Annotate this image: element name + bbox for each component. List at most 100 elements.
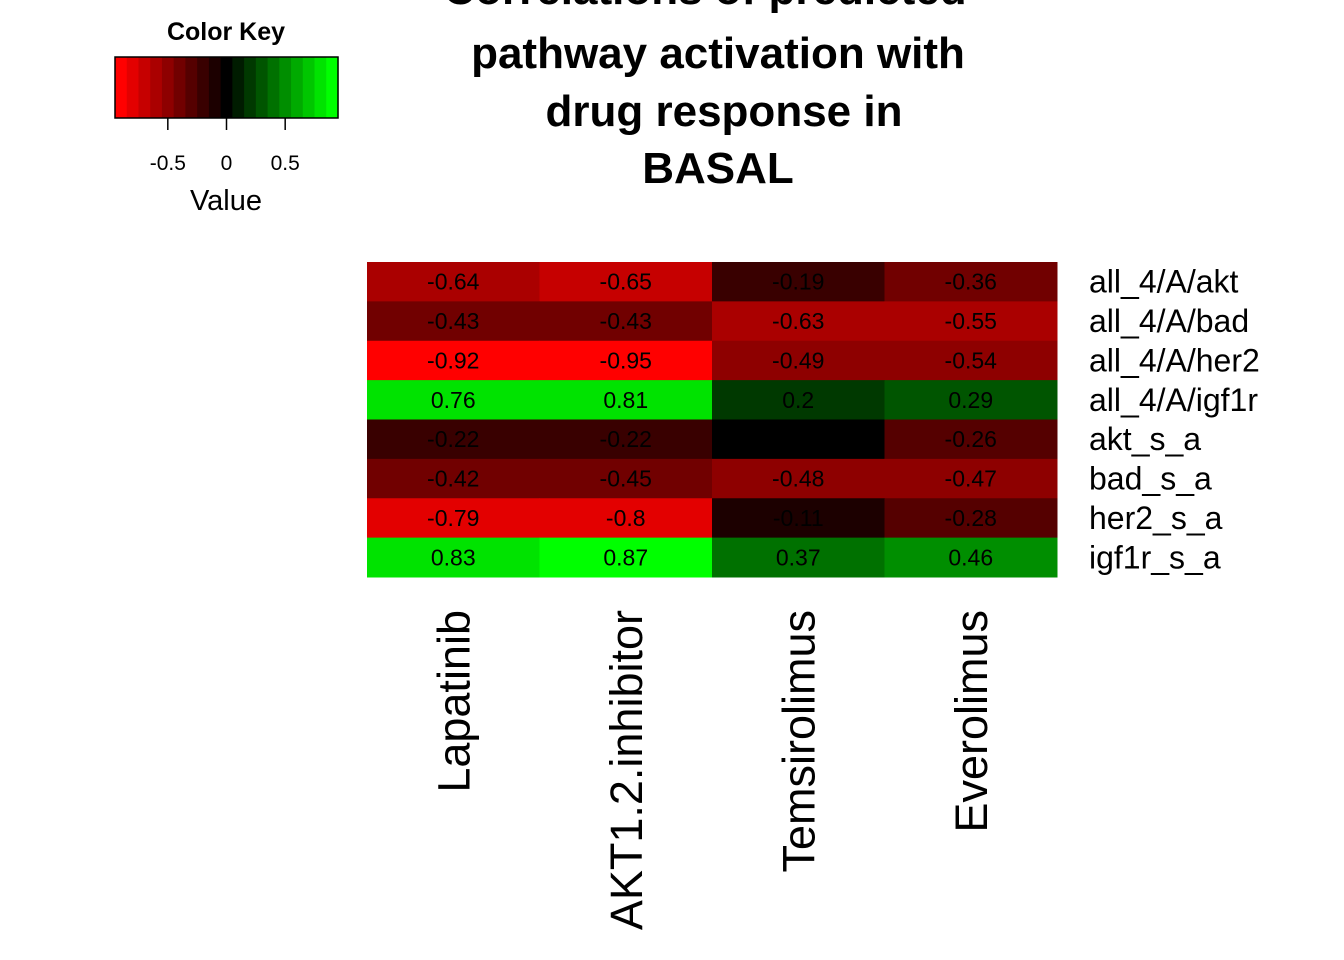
cell-value-label: 0.83 <box>431 544 476 570</box>
heatmap-cell <box>367 537 540 578</box>
heatmap-cell <box>539 380 713 420</box>
row-label: all_4/A/her2 <box>1089 342 1260 378</box>
cell-value-label: -0.36 <box>945 269 997 295</box>
heatmap-cell <box>539 537 713 578</box>
color-key-bin <box>302 57 316 118</box>
heatmap-cell <box>367 262 540 302</box>
heatmap-cell <box>539 340 713 381</box>
heatmap-cell <box>712 380 885 420</box>
cell-value-label: -0.47 <box>945 466 997 492</box>
heatmap-cell <box>539 301 713 342</box>
heatmap-cell <box>367 498 540 539</box>
row-label: her2_s_a <box>1089 500 1223 536</box>
heatmap-cell <box>712 458 885 499</box>
row-label: all_4/A/bad <box>1089 303 1249 339</box>
cell-value-label: 0.46 <box>948 544 993 570</box>
row-label: igf1r_s_a <box>1089 539 1221 575</box>
color-key-bin <box>232 57 245 118</box>
heatmap-cell <box>712 262 885 302</box>
color-key-bin <box>267 57 280 118</box>
cell-value-label: -0.79 <box>427 505 479 531</box>
color-key-bin <box>115 57 128 118</box>
color-key-bin <box>279 57 292 118</box>
color-key-bin <box>244 57 257 118</box>
heatmap-cell <box>712 498 885 539</box>
cell-value-label: -0.63 <box>772 308 824 334</box>
cell-value-label: -0.55 <box>945 308 997 334</box>
heatmap-cell <box>884 262 1058 302</box>
column-label: AKT1.2.inhibitor <box>601 610 652 930</box>
heatmap-cell <box>884 301 1058 342</box>
heatmap-cell <box>539 262 713 302</box>
heatmap-cell <box>712 419 885 460</box>
heatmap-cell <box>712 340 885 381</box>
row-label: akt_s_a <box>1089 421 1201 457</box>
heatmap-cell <box>884 419 1058 460</box>
color-key-bin <box>314 57 327 118</box>
heatmap-cell <box>884 380 1058 420</box>
cell-value-label: -0.26 <box>945 426 997 452</box>
color-key-bin <box>208 57 222 118</box>
cell-value-label: -0.64 <box>427 269 480 295</box>
heatmap-cell <box>712 301 885 342</box>
column-label: Lapatinib <box>428 610 479 793</box>
cell-value-label: -0.65 <box>600 269 652 295</box>
color-key-bin <box>161 57 175 118</box>
heatmap-cell <box>539 498 713 539</box>
heatmap-cell <box>367 419 540 460</box>
color-key-bin <box>326 57 339 118</box>
row-label: all_4/A/igf1r <box>1089 382 1258 418</box>
row-label: bad_s_a <box>1089 461 1212 497</box>
cell-value-label: -0.54 <box>945 347 998 373</box>
color-key-title: Color Key <box>167 18 285 46</box>
heatmap-cell <box>367 340 540 381</box>
cell-value-label: 0.87 <box>603 544 648 570</box>
cell-value-label: 0.76 <box>431 387 476 413</box>
cell-value-label: -0.43 <box>427 308 479 334</box>
cell-value-label: -0.95 <box>600 347 652 373</box>
color-key-bin <box>291 57 304 118</box>
color-key-tick-label: -0.5 <box>150 152 186 175</box>
cell-value-label: -0.43 <box>600 308 652 334</box>
column-label: Temsirolimus <box>773 610 824 873</box>
heatmap-cell <box>712 537 885 578</box>
color-key-tick-label: 0 <box>221 152 233 175</box>
cell-value-label: -0.45 <box>600 466 652 492</box>
color-key-bin <box>150 57 163 118</box>
cell-value-label: 0.2 <box>782 387 814 413</box>
heatmap-cell <box>367 458 540 499</box>
cell-value-label: -0.11 <box>773 505 824 531</box>
color-key-bin <box>126 57 140 118</box>
cell-value-label: -0.28 <box>945 505 997 531</box>
column-label: Everolimus <box>946 610 997 833</box>
heatmap-cell <box>884 458 1058 499</box>
heatmap-cell <box>539 458 713 499</box>
cell-value-label: 0.37 <box>776 544 821 570</box>
heatmap-cell <box>884 537 1058 578</box>
color-key-tick-label: 0.5 <box>271 152 300 175</box>
cell-value-label: -0.22 <box>427 426 479 452</box>
cell-value-label: -0.92 <box>427 347 479 373</box>
chart-title-line: BASAL <box>642 144 794 193</box>
cell-value-label: -0.42 <box>427 466 479 492</box>
chart-title-line: drug response in <box>546 87 903 136</box>
heatmap-cell <box>884 498 1058 539</box>
heatmap-cell <box>539 419 713 460</box>
color-key-axis-label: Value <box>190 185 262 217</box>
color-key-bin <box>173 57 187 118</box>
cell-value-label: -0.8 <box>606 505 646 531</box>
color-key-bin <box>197 57 210 118</box>
heatmap-cell <box>367 301 540 342</box>
color-key-bin <box>220 57 233 118</box>
color-key-bin <box>255 57 269 118</box>
cell-value-label: -0.19 <box>772 269 824 295</box>
chart-title-line: Correlations of predicted <box>443 0 966 14</box>
cell-value-label: -0.48 <box>772 466 824 492</box>
heatmap-cell <box>367 380 540 420</box>
chart-title-line: pathway activation with <box>471 29 965 78</box>
color-key-bin <box>185 57 198 118</box>
cell-value-label: -0.22 <box>600 426 652 452</box>
row-label: all_4/A/akt <box>1089 264 1239 300</box>
heatmap-cell <box>884 340 1058 381</box>
